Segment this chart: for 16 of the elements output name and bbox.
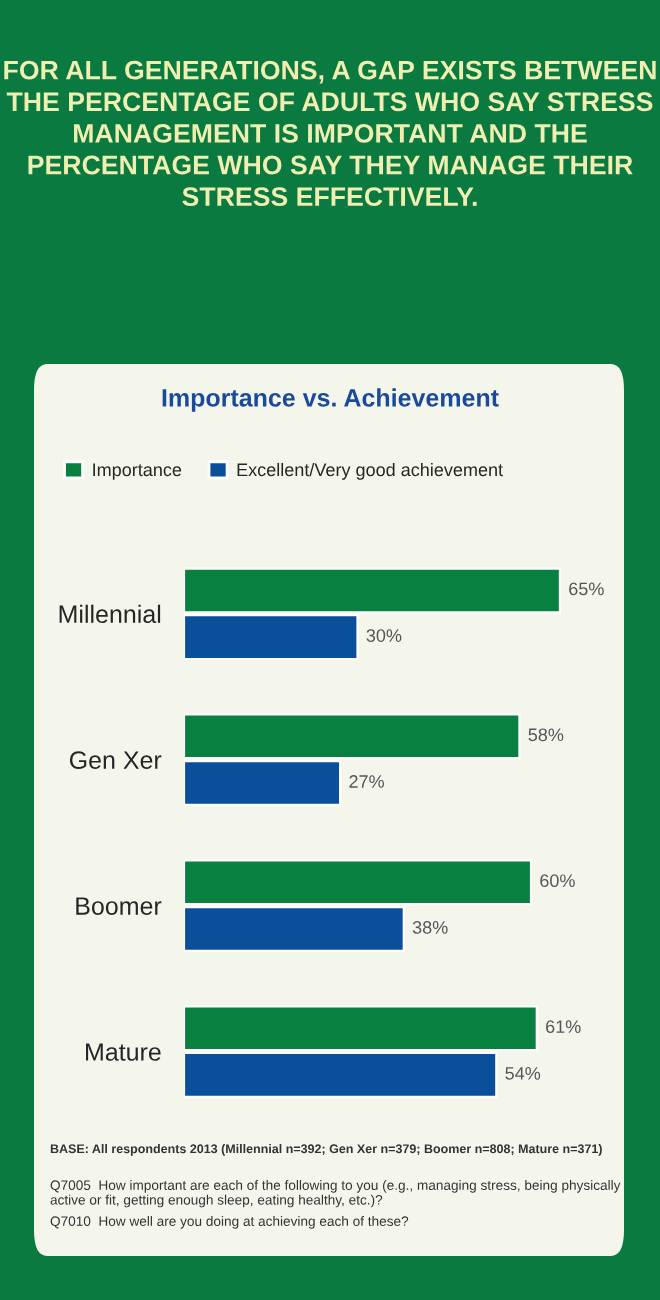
y-tick-label: Millennial xyxy=(59,604,161,624)
data-label: 27% xyxy=(349,775,384,788)
data-label: 60% xyxy=(540,874,575,888)
chart-subtitle: Importance vs. Achievement xyxy=(162,388,499,412)
data-label: 58% xyxy=(528,728,564,742)
legend-label: Importance xyxy=(93,463,182,480)
data-label: 38% xyxy=(412,921,448,934)
data-label: 30% xyxy=(366,629,402,642)
y-tick-label: Gen Xer xyxy=(69,751,162,769)
y-tick-label: Boomer xyxy=(76,897,162,915)
data-label: 65% xyxy=(569,582,604,596)
data-label: 61% xyxy=(546,1020,581,1034)
y-tick-label: Mature xyxy=(86,1043,161,1061)
chart-title: FOR ALL GENERATIONS, A GAP EXISTS BETWEEN THE PERCENTAGE OF ADULTS WHO SAY STRESS MANAGEMENT IS IMPORTANT AND THE PERCENTAGE WHO SAY THEY MANAGE THEIR STRESS EFFECTIVELY. xyxy=(4,60,656,207)
legend-label: Excellent/Very good achievement xyxy=(237,462,503,480)
data-label: 54% xyxy=(505,1067,541,1080)
